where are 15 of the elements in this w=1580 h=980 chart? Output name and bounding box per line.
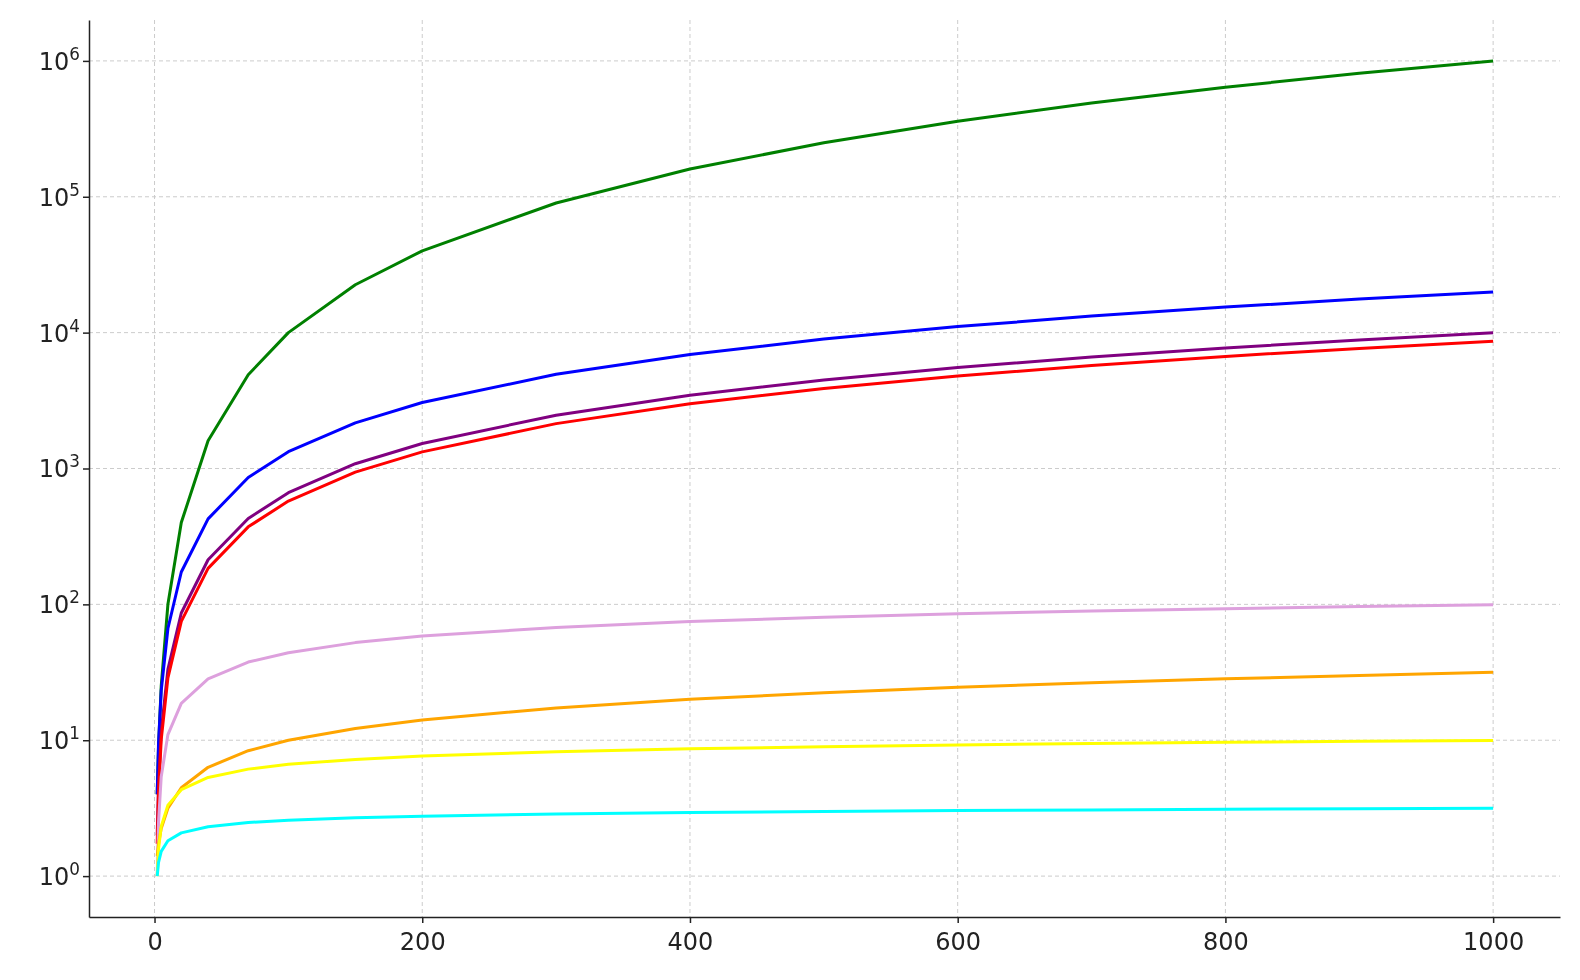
x-tick-label: 400: [667, 928, 714, 956]
x-tick-label: 600: [935, 928, 982, 956]
y-tick-label: 10$^{0}$: [38, 859, 80, 891]
y-tick-label: 10$^{3}$: [38, 451, 80, 484]
y-tick-label: 10$^{1}$: [38, 723, 80, 756]
x-tick-label: 800: [1203, 928, 1249, 956]
line-series: [155, 806, 1495, 878]
x-tick-label: 200: [399, 928, 446, 956]
x-tick-label: 1000: [1463, 928, 1525, 956]
y-tick-label: 10$^{4}$: [38, 315, 80, 348]
x-tick-label: 0: [147, 928, 163, 956]
y-tick-label: 10$^{5}$: [38, 179, 80, 212]
y-tick-label: 10$^{6}$: [38, 43, 80, 76]
line-series: [155, 670, 1495, 858]
y-tick-label: 10$^{2}$: [38, 587, 80, 620]
